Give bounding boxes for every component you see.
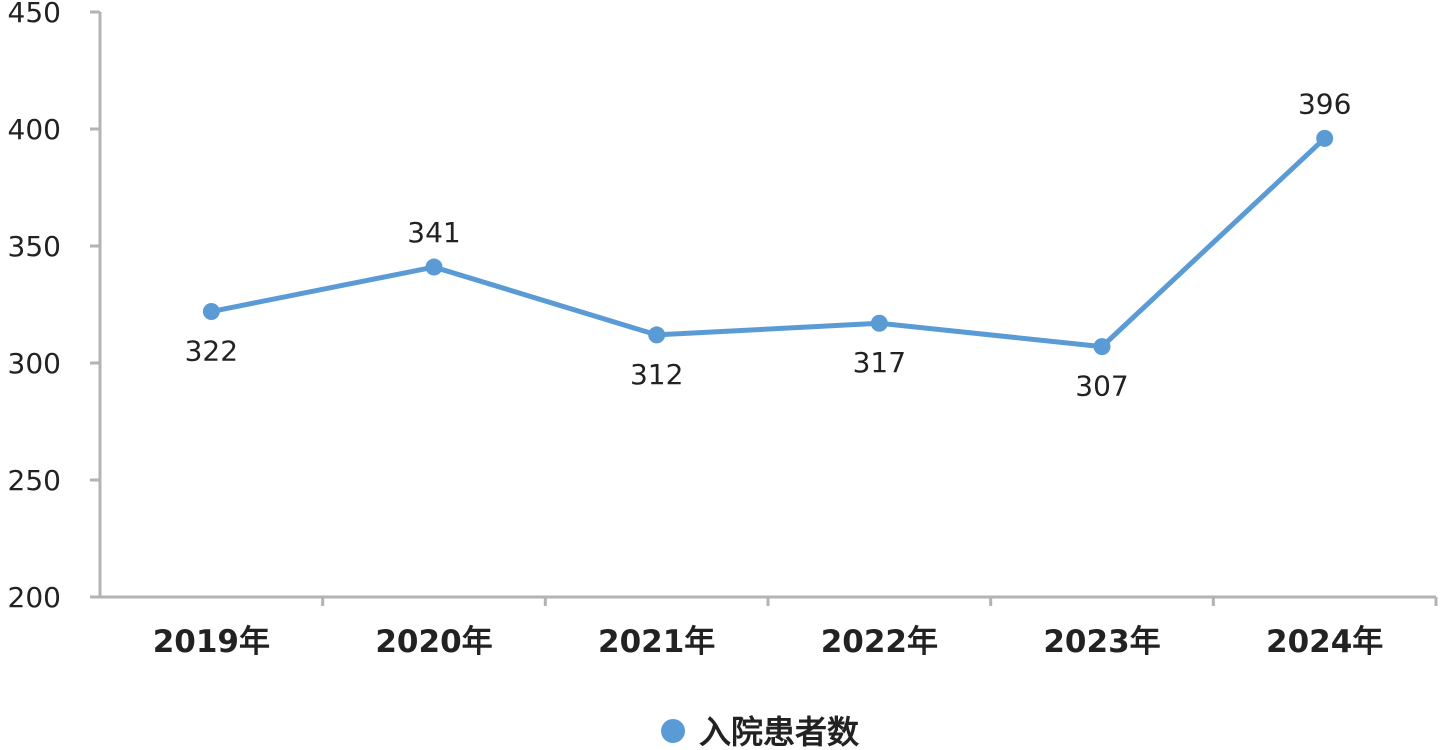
y-tick-label: 350 xyxy=(8,230,61,263)
data-labels: 322 341 312 317 307 396 xyxy=(185,87,1352,402)
data-label: 341 xyxy=(407,216,460,249)
y-tick-label: 300 xyxy=(8,347,61,380)
y-tick-label: 450 xyxy=(8,0,61,29)
series-line xyxy=(210,136,1327,350)
data-point xyxy=(202,303,220,321)
data-point xyxy=(648,326,666,344)
data-label: 322 xyxy=(185,335,238,368)
series-group xyxy=(202,129,1334,356)
y-tick-label: 400 xyxy=(8,113,61,146)
x-axis-ticks: 2019年 2020年 2021年 2022年 2023年 2024年 xyxy=(153,597,1438,660)
axes xyxy=(98,12,1436,599)
data-label: 396 xyxy=(1298,87,1351,120)
y-tick-label: 200 xyxy=(8,581,61,614)
data-point xyxy=(425,258,443,276)
legend: 入院患者数 xyxy=(661,713,860,750)
data-point xyxy=(1316,129,1334,147)
x-tick-label: 2024年 xyxy=(1266,624,1383,660)
y-tick-label: 250 xyxy=(8,464,61,497)
legend-label: 入院患者数 xyxy=(699,713,860,750)
data-label: 307 xyxy=(1075,370,1128,403)
x-tick-label: 2023年 xyxy=(1043,624,1160,660)
data-point xyxy=(1093,338,1111,356)
x-tick-label: 2022年 xyxy=(821,624,938,660)
legend-marker xyxy=(661,719,685,743)
data-label: 312 xyxy=(630,358,683,391)
x-tick-label: 2021年 xyxy=(598,624,715,660)
data-point xyxy=(870,314,888,332)
data-label: 317 xyxy=(853,346,906,379)
x-tick-label: 2019年 xyxy=(153,624,270,660)
x-tick-label: 2020年 xyxy=(375,624,492,660)
y-axis-ticks: 200 250 300 350 400 450 xyxy=(8,0,100,614)
